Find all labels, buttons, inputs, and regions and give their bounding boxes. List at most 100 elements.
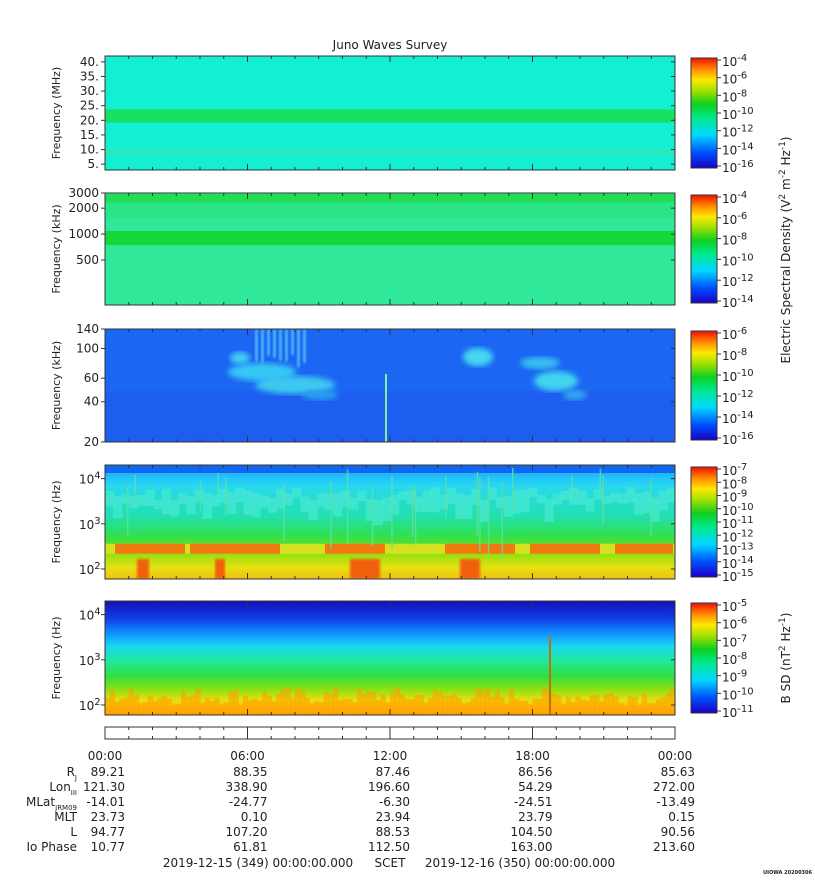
spike-13	[330, 482, 332, 549]
low-freq-noise-39	[285, 687, 291, 715]
hiss-column-62	[601, 495, 611, 504]
low-freq-noise-41	[295, 687, 301, 715]
low-freq-noise-91	[532, 698, 538, 715]
low-freq-noise-34	[261, 691, 268, 715]
y-tick-label: 103	[79, 652, 101, 668]
hiss-column-67	[642, 491, 652, 514]
ephemeris-value: 61.81	[233, 840, 267, 854]
ephemeris-row-label: LonIII	[49, 780, 77, 797]
hiss-column-35	[381, 497, 391, 521]
low-freq-noise-83	[494, 689, 500, 715]
low-freq-noise-99	[570, 702, 576, 715]
low-freq-noise-98	[565, 696, 572, 715]
colorbar-scale	[690, 602, 718, 714]
low-freq-noise-115	[646, 703, 652, 715]
ephemeris-value: 0.15	[668, 810, 695, 824]
panel-3: 20 40 60 100 140 Frequency (kHz) 10-6 10-8 10-10…	[50, 322, 754, 449]
electric-colorbar-title: Electric Spectral Density (V2 m-2 Hz-1)	[778, 136, 793, 363]
hiss-column-63	[609, 492, 619, 503]
low-freq-noise-66	[413, 694, 420, 715]
ephemeris-row-label: Io Phase	[26, 840, 77, 854]
low-freq-noise-33	[257, 700, 263, 715]
low-freq-burst-3	[350, 559, 380, 579]
low-freq-noise-36	[271, 700, 277, 715]
hiss-column-68	[650, 497, 660, 522]
colorbar-label: 10-14	[722, 555, 754, 571]
colorbar-label: 10-10	[722, 502, 754, 518]
low-freq-noise-46	[318, 702, 325, 715]
hiss-column-41	[430, 487, 440, 513]
ephemeris-value: 23.94	[376, 810, 410, 824]
low-freq-noise-80	[480, 691, 486, 715]
low-freq-noise-22	[204, 697, 211, 715]
emission-streak-7	[291, 329, 294, 356]
colorbar-label: 10-15	[722, 568, 754, 584]
low-freq-noise-62	[394, 687, 401, 715]
hiss-column-40	[422, 490, 432, 513]
low-freq-noise-32	[252, 698, 258, 715]
emission-streak-4	[273, 329, 276, 358]
colorbar-label: 10-9	[722, 669, 747, 685]
low-freq-noise-65	[409, 698, 415, 715]
low-freq-noise-70	[432, 690, 439, 715]
colorbar-label: 10-8	[722, 347, 747, 363]
hiss-column-37	[398, 491, 408, 500]
spike-7	[487, 476, 490, 555]
spike-9	[501, 482, 504, 558]
low-freq-noise-104	[594, 694, 600, 715]
low-freq-noise-117	[656, 699, 662, 715]
low-freq-noise-17	[181, 691, 187, 715]
low-freq-noise-49	[333, 687, 339, 715]
hiss-column-28	[324, 493, 334, 511]
low-freq-noise-43	[304, 697, 310, 715]
low-freq-noise-106	[603, 694, 610, 715]
low-freq-noise-75	[456, 698, 462, 715]
hiss-column-69	[658, 490, 668, 511]
low-freq-noise-72	[442, 695, 448, 715]
colorbar-label: 10-11	[722, 704, 754, 720]
y-tick-label: 35.	[80, 69, 99, 83]
low-freq-noise-95	[551, 693, 557, 715]
ephemeris-value: -6.30	[379, 795, 410, 809]
colorbar-label: 10-12	[722, 124, 754, 140]
ephemeris-value: 23.73	[91, 810, 125, 824]
panel-1-spectrogram	[105, 56, 675, 170]
y-tick-label: 20	[84, 435, 99, 449]
emission-band-1	[105, 109, 675, 123]
hiss-column-55	[544, 498, 554, 522]
hiss-column-15	[219, 489, 229, 504]
low-freq-noise-118	[660, 697, 667, 715]
low-freq-noise-18	[185, 696, 192, 715]
emission-streak-1	[255, 329, 258, 362]
low-freq-noise-48	[328, 694, 334, 715]
low-freq-noise-19	[190, 695, 196, 715]
hiss-column-32	[357, 490, 367, 502]
panel-2-spectrogram	[105, 193, 675, 305]
ephemeris-value: -14.01	[86, 795, 125, 809]
hiss-column-10	[178, 492, 188, 505]
hiss-column-59	[577, 490, 587, 505]
emission-blob-1	[228, 363, 296, 381]
hiss-column-46	[471, 488, 481, 506]
hiss-column-1	[105, 490, 115, 507]
panel-5-colorbar: 10-5 10-610-7 10-8 10-910-10 10-11	[690, 598, 754, 720]
colorbar-label: 10-14	[722, 294, 754, 310]
low-freq-noise-15	[171, 704, 177, 715]
time-tick-label: 00:00	[88, 749, 123, 763]
hiss-column-16	[227, 491, 237, 514]
emission-band-upper	[105, 201, 675, 219]
low-freq-noise-25	[219, 704, 225, 715]
ephemeris-row-label: MLT	[54, 810, 77, 824]
low-freq-noise-116	[651, 703, 657, 715]
hiss-column-36	[390, 494, 400, 515]
low-freq-noise-88	[518, 700, 524, 715]
y-tick-label: 30.	[80, 84, 99, 98]
low-freq-noise-47	[323, 691, 329, 715]
colorbar-titles: Electric Spectral Density (V2 m-2 Hz-1) B…	[778, 136, 793, 703]
low-freq-noise-76	[461, 703, 467, 715]
hiss-column-52	[520, 489, 530, 513]
y-tick-label: 1000	[68, 227, 99, 241]
low-freq-noise-27	[228, 691, 234, 715]
low-freq-noise-77	[466, 702, 472, 715]
low-freq-noise-23	[209, 700, 215, 715]
